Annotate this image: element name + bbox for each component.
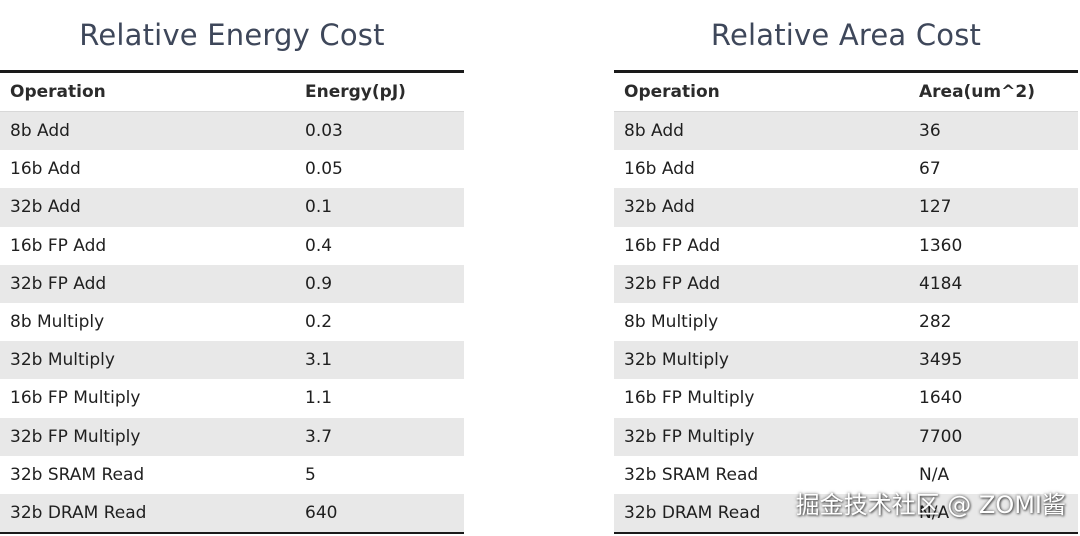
table-row: 32b DRAM Read 640 — [0, 493, 464, 533]
table-row: 16b Add 67 — [614, 150, 1078, 188]
operation-cell: 16b FP Add — [10, 235, 107, 256]
area-header-value: Area(um^2) — [919, 82, 1035, 102]
energy-table: Operation Energy(pJ) 8b Add 0.03 16b Add… — [0, 70, 464, 535]
area-value-cell: 127 — [919, 197, 952, 218]
area-value-cell: N/A — [919, 502, 950, 523]
area-value-cell: 7700 — [919, 426, 963, 447]
operation-cell: 32b DRAM Read — [624, 502, 761, 523]
energy-value-cell: 0.03 — [305, 121, 343, 142]
table-row: 8b Multiply 282 — [614, 303, 1078, 341]
table-row: 8b Multiply 0.2 — [0, 303, 464, 341]
table-row: 32b FP Multiply 7700 — [614, 417, 1078, 456]
area-value-cell: N/A — [919, 464, 950, 485]
energy-table-header: Operation Energy(pJ) — [0, 73, 464, 112]
table-row: 16b FP Multiply 1.1 — [0, 379, 464, 417]
area-value-cell: 1640 — [919, 388, 963, 409]
operation-cell: 32b FP Multiply — [10, 426, 141, 447]
operation-cell: 32b FP Multiply — [624, 426, 755, 447]
area-table: Operation Area(um^2) 8b Add 36 16b Add 6… — [614, 70, 1078, 535]
energy-value-cell: 0.4 — [305, 235, 333, 256]
area-cost-panel: Relative Area Cost Operation Area(um^2) … — [614, 0, 1078, 535]
operation-cell: 16b Add — [10, 159, 81, 180]
energy-value-cell: 3.7 — [305, 426, 333, 447]
energy-value-cell: 0.05 — [305, 159, 343, 180]
table-row: 32b Add 127 — [614, 188, 1078, 227]
table-row: 32b Multiply 3.1 — [0, 341, 464, 380]
area-header-operation: Operation — [624, 82, 720, 102]
table-row: 16b FP Add 0.4 — [0, 227, 464, 265]
energy-value-cell: 5 — [305, 464, 316, 485]
operation-cell: 32b SRAM Read — [624, 464, 759, 485]
operation-cell: 32b Add — [10, 197, 81, 218]
table-row: 32b FP Add 4184 — [614, 264, 1078, 303]
watermark: 掘金技术社区 @ ZOMI酱 — [795, 491, 1066, 519]
operation-cell: 32b SRAM Read — [10, 464, 145, 485]
operation-cell: 8b Multiply — [10, 312, 105, 333]
area-table-body: 8b Add 36 16b Add 67 32b Add 127 16b FP … — [614, 112, 1078, 533]
area-value-cell: 36 — [919, 121, 941, 142]
operation-cell: 8b Multiply — [624, 312, 719, 333]
area-value-cell: 1360 — [919, 235, 963, 256]
operation-cell: 32b FP Add — [10, 273, 107, 294]
table-row: 32b SRAM Read N/A — [614, 456, 1078, 494]
area-table-header: Operation Area(um^2) — [614, 73, 1078, 112]
energy-header-value: Energy(pJ) — [305, 82, 406, 102]
operation-cell: 16b FP Multiply — [10, 388, 141, 409]
energy-value-cell: 0.9 — [305, 273, 333, 294]
operation-cell: 32b Multiply — [624, 350, 729, 371]
operation-cell: 8b Add — [624, 121, 684, 142]
area-table-title: Relative Area Cost — [710, 18, 982, 52]
operation-cell: 16b FP Multiply — [624, 388, 755, 409]
energy-table-body: 8b Add 0.03 16b Add 0.05 32b Add 0.1 16b… — [0, 112, 464, 533]
table-row: 16b Add 0.05 — [0, 150, 464, 188]
energy-value-cell: 1.1 — [305, 388, 333, 409]
table-row: 32b Multiply 3495 — [614, 341, 1078, 380]
area-value-cell: 3495 — [919, 350, 963, 371]
area-value-cell: 282 — [919, 312, 952, 333]
energy-cost-panel: Relative Energy Cost Operation Energy(pJ… — [0, 0, 464, 535]
energy-value-cell: 0.1 — [305, 197, 333, 218]
table-row: 8b Add 0.03 — [0, 112, 464, 151]
operation-cell: 32b DRAM Read — [10, 502, 147, 523]
operation-cell: 16b Add — [624, 159, 695, 180]
operation-cell: 32b Add — [624, 197, 695, 218]
table-row: 32b DRAM Read N/A — [614, 493, 1078, 533]
table-row: 32b FP Multiply 3.7 — [0, 417, 464, 456]
operation-cell: 32b Multiply — [10, 350, 115, 371]
area-value-cell: 4184 — [919, 273, 963, 294]
energy-table-title: Relative Energy Cost — [79, 18, 385, 52]
table-row: 32b FP Add 0.9 — [0, 264, 464, 303]
table-row: 32b SRAM Read 5 — [0, 456, 464, 494]
energy-value-cell: 0.2 — [305, 312, 333, 333]
table-row: 32b Add 0.1 — [0, 188, 464, 227]
operation-cell: 16b FP Add — [624, 235, 721, 256]
area-value-cell: 67 — [919, 159, 941, 180]
table-row: 16b FP Add 1360 — [614, 227, 1078, 265]
energy-value-cell: 640 — [305, 502, 338, 523]
operation-cell: 8b Add — [10, 121, 70, 142]
table-row: 8b Add 36 — [614, 112, 1078, 151]
operation-cell: 32b FP Add — [624, 273, 721, 294]
table-row: 16b FP Multiply 1640 — [614, 379, 1078, 417]
energy-header-operation: Operation — [10, 82, 106, 102]
energy-value-cell: 3.1 — [305, 350, 333, 371]
